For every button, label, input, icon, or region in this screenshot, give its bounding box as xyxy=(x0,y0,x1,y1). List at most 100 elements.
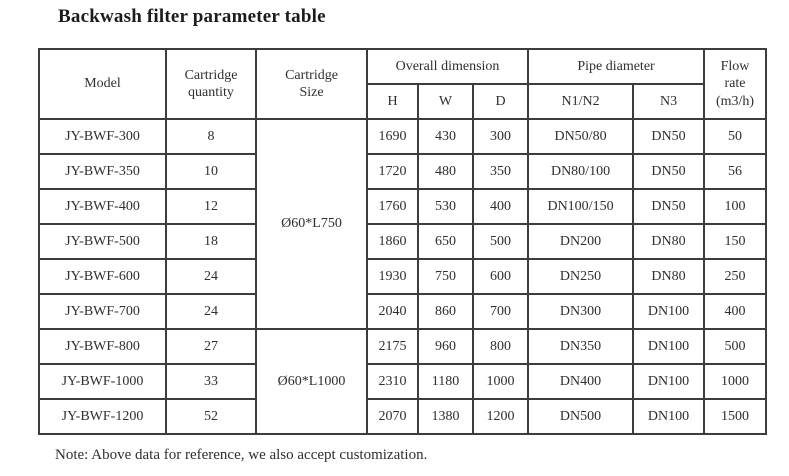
cell-n1-n2: DN50/80 xyxy=(527,118,635,155)
cell-d: 350 xyxy=(471,153,530,190)
header-n3: N3 xyxy=(632,83,706,120)
header-d: D xyxy=(471,83,530,120)
cell-flow: 100 xyxy=(703,188,768,225)
cell-flow: 400 xyxy=(703,293,768,330)
cell-h: 1760 xyxy=(366,188,419,225)
cell-n1-n2: DN80/100 xyxy=(527,153,635,190)
cell-model: JY-BWF-1000 xyxy=(38,363,167,400)
cell-quantity: 24 xyxy=(165,293,257,330)
cell-flow: 250 xyxy=(703,258,768,295)
cell-n3: DN50 xyxy=(632,118,706,155)
cell-w: 530 xyxy=(417,188,474,225)
table-row: JY-BWF-800 27 Ø60*L1000 2175 960 800 DN3… xyxy=(38,328,768,435)
cell-cartridge-size: Ø60*L1000 xyxy=(255,328,368,435)
cell-n3: DN50 xyxy=(632,188,706,225)
cell-w: 960 xyxy=(417,328,474,365)
cell-flow: 1000 xyxy=(703,363,768,400)
cell-flow: 56 xyxy=(703,153,768,190)
cell-model: JY-BWF-500 xyxy=(38,223,167,260)
cell-n3: DN100 xyxy=(632,363,706,400)
cell-h: 1720 xyxy=(366,153,419,190)
cell-quantity: 10 xyxy=(165,153,257,190)
cell-w: 750 xyxy=(417,258,474,295)
header-flow-rate: Flow rate (m3/h) xyxy=(703,48,768,120)
cell-n3: DN100 xyxy=(632,293,706,330)
cell-model: JY-BWF-700 xyxy=(38,293,167,330)
cell-flow: 500 xyxy=(703,328,768,365)
cell-flow: 50 xyxy=(703,118,768,155)
cell-h: 1930 xyxy=(366,258,419,295)
cell-quantity: 8 xyxy=(165,118,257,155)
cell-model: JY-BWF-350 xyxy=(38,153,167,190)
cell-h: 2040 xyxy=(366,293,419,330)
header-model: Model xyxy=(38,48,167,120)
cell-w: 650 xyxy=(417,223,474,260)
table-row: JY-BWF-700 24 2040 860 700 DN300 DN100 4… xyxy=(38,293,768,330)
cell-n3: DN100 xyxy=(632,328,706,365)
cell-w: 480 xyxy=(417,153,474,190)
header-w: W xyxy=(417,83,474,120)
note-text: Note: Above data for reference, we also … xyxy=(55,447,428,463)
cell-n1-n2: DN100/150 xyxy=(527,188,635,225)
cell-h: 1690 xyxy=(366,118,419,155)
table-body: JY-BWF-300 8 Ø60*L750 1690 430 300 DN50/… xyxy=(38,118,768,435)
cell-h: 2070 xyxy=(366,398,419,435)
cell-quantity: 33 xyxy=(165,363,257,400)
cell-n1-n2: DN250 xyxy=(527,258,635,295)
header-n1-n2: N1/N2 xyxy=(527,83,635,120)
header-h: H xyxy=(366,83,419,120)
table-header: Model Cartridge quantity Cartridge Size … xyxy=(38,48,768,120)
cell-h: 2310 xyxy=(366,363,419,400)
cell-n3: DN80 xyxy=(632,258,706,295)
cell-model: JY-BWF-400 xyxy=(38,188,167,225)
cell-n1-n2: DN500 xyxy=(527,398,635,435)
table-row: JY-BWF-600 24 1930 750 600 DN250 DN80 25… xyxy=(38,258,768,295)
cell-d: 300 xyxy=(471,118,530,155)
table-row: JY-BWF-1000 33 2310 1180 1000 DN400 DN10… xyxy=(38,363,768,400)
cell-d: 800 xyxy=(471,328,530,365)
cell-quantity: 24 xyxy=(165,258,257,295)
cell-d: 1000 xyxy=(471,363,530,400)
parameter-table: Model Cartridge quantity Cartridge Size … xyxy=(38,48,768,435)
cell-n1-n2: DN400 xyxy=(527,363,635,400)
cell-d: 1200 xyxy=(471,398,530,435)
cell-w: 860 xyxy=(417,293,474,330)
cell-d: 500 xyxy=(471,223,530,260)
cell-w: 1380 xyxy=(417,398,474,435)
cell-model: JY-BWF-1200 xyxy=(38,398,167,435)
cell-quantity: 18 xyxy=(165,223,257,260)
cell-quantity: 12 xyxy=(165,188,257,225)
table-row: JY-BWF-400 12 1760 530 400 DN100/150 DN5… xyxy=(38,188,768,225)
cell-n1-n2: DN200 xyxy=(527,223,635,260)
cell-n3: DN100 xyxy=(632,398,706,435)
header-row-sub: H W D N1/N2 N3 xyxy=(39,83,766,120)
cell-model: JY-BWF-600 xyxy=(38,258,167,295)
cell-flow: 1500 xyxy=(703,398,768,435)
cell-quantity: 27 xyxy=(165,328,257,365)
header-pipe-diameter: Pipe diameter xyxy=(527,48,706,85)
cell-d: 700 xyxy=(471,293,530,330)
header-row-top: Model Cartridge quantity Cartridge Size … xyxy=(38,48,768,120)
cell-h: 2175 xyxy=(366,328,419,365)
header-cartridge-size: Cartridge Size xyxy=(255,48,368,120)
cell-model: JY-BWF-800 xyxy=(38,328,167,365)
cell-w: 1180 xyxy=(417,363,474,400)
cell-n1-n2: DN350 xyxy=(527,328,635,365)
header-cartridge-quantity: Cartridge quantity xyxy=(165,48,257,120)
cell-n1-n2: DN300 xyxy=(527,293,635,330)
cell-n3: DN80 xyxy=(632,223,706,260)
cell-w: 430 xyxy=(417,118,474,155)
table-row: JY-BWF-1200 52 2070 1380 1200 DN500 DN10… xyxy=(38,398,768,435)
cell-quantity: 52 xyxy=(165,398,257,435)
cell-model: JY-BWF-300 xyxy=(38,118,167,155)
cell-d: 600 xyxy=(471,258,530,295)
table-row: JY-BWF-300 8 Ø60*L750 1690 430 300 DN50/… xyxy=(38,118,768,330)
cell-h: 1860 xyxy=(366,223,419,260)
header-overall-dimension: Overall dimension xyxy=(365,48,530,85)
cell-d: 400 xyxy=(471,188,530,225)
cell-flow: 150 xyxy=(703,223,768,260)
cell-cartridge-size: Ø60*L750 xyxy=(255,118,368,330)
table-row: JY-BWF-500 18 1860 650 500 DN200 DN80 15… xyxy=(38,223,768,260)
table-row: JY-BWF-350 10 1720 480 350 DN80/100 DN50… xyxy=(38,153,768,190)
